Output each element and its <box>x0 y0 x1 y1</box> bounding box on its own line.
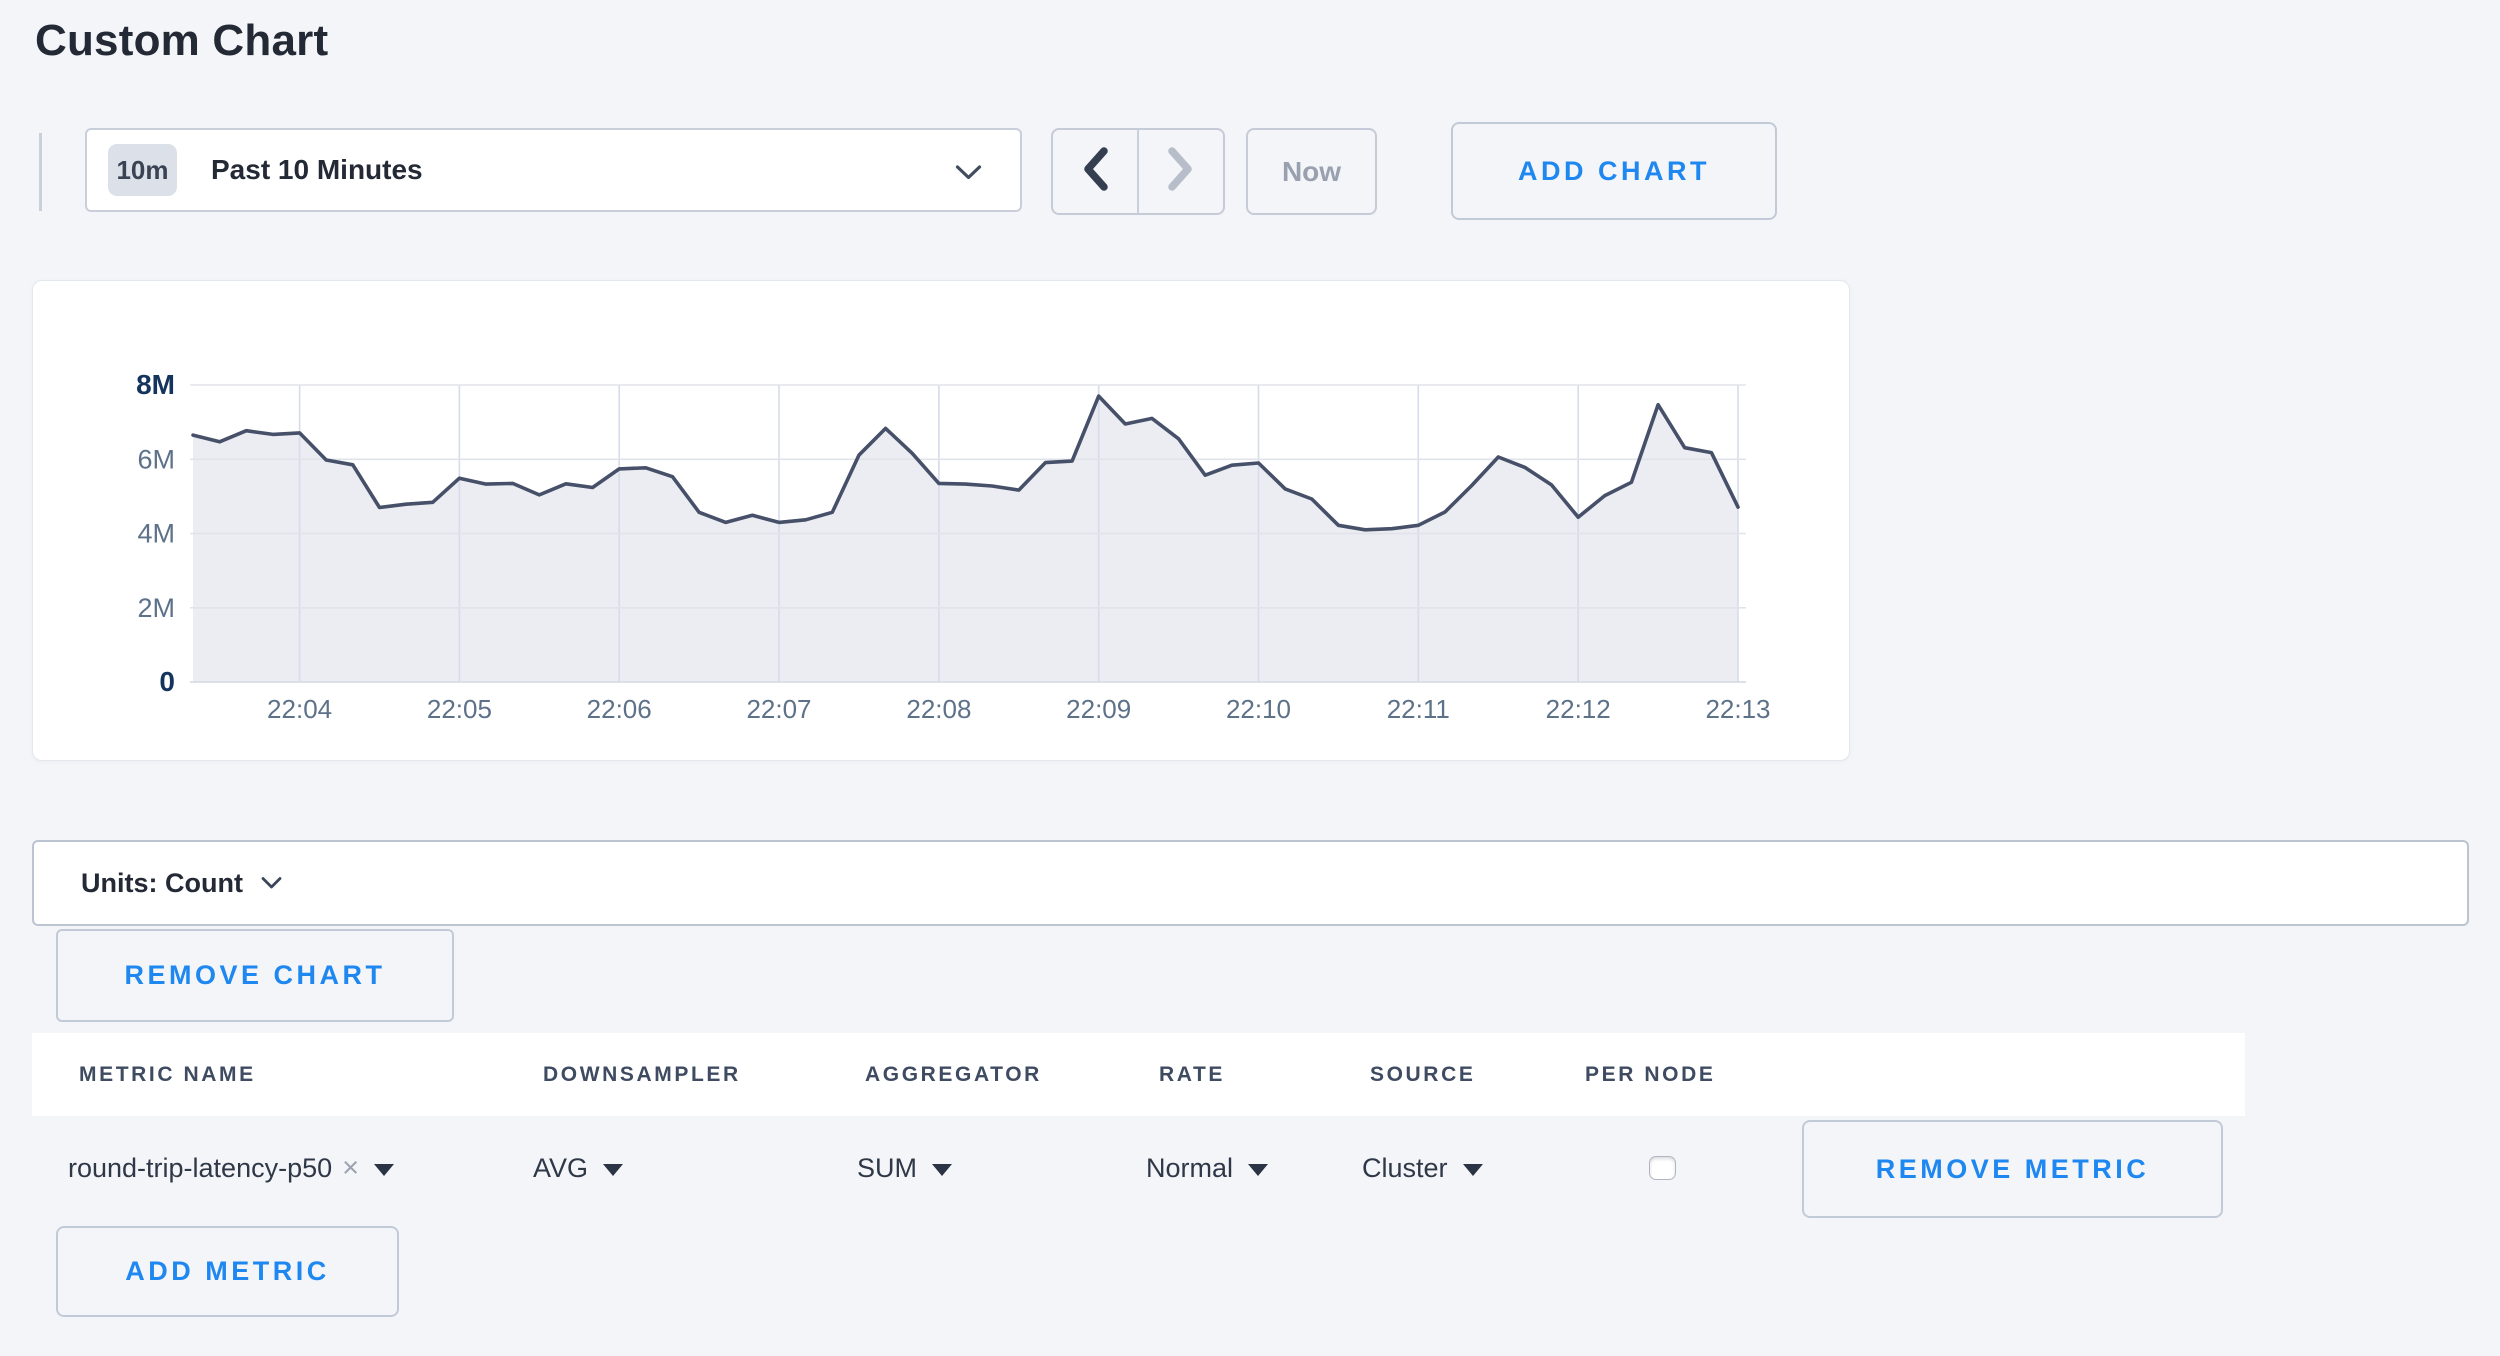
svg-text:22:13: 22:13 <box>1705 694 1770 724</box>
time-range-label: Past 10 Minutes <box>211 154 423 185</box>
column-header-per-node: PER NODE <box>1585 1062 1716 1086</box>
column-header-rate: RATE <box>1159 1062 1226 1086</box>
chevron-left-icon <box>1079 146 1111 197</box>
units-dropdown[interactable]: Units: Count <box>32 840 2469 926</box>
table-row: round-trip-latency-p50 × AVG SUM Normal … <box>32 1116 2245 1220</box>
column-header-downsampler: DOWNSAMPLER <box>543 1062 741 1086</box>
caret-down-icon <box>374 1164 395 1176</box>
caret-down-icon <box>1248 1164 1269 1176</box>
source-select[interactable]: Cluster <box>1362 1116 1483 1220</box>
svg-text:8M: 8M <box>136 369 175 400</box>
units-label: Units: Count <box>81 867 243 898</box>
time-prev-button[interactable] <box>1053 130 1139 213</box>
metric-name-value: round-trip-latency-p50 <box>68 1152 333 1183</box>
remove-chart-button[interactable]: REMOVE CHART <box>56 929 454 1022</box>
time-range-dropdown[interactable]: 10m Past 10 Minutes <box>85 128 1022 212</box>
rate-value: Normal <box>1146 1152 1234 1183</box>
custom-time-series-chart[interactable]: 0 2M 4M 6M 8M 22:04 22:05 22:06 22:07 22:08 22:09 2… <box>33 281 1849 760</box>
clear-metric-icon[interactable]: × <box>342 1151 360 1184</box>
chevron-down-icon <box>261 876 282 895</box>
caret-down-icon <box>603 1164 624 1176</box>
time-scale-badge: 10m <box>108 144 177 196</box>
svg-text:0: 0 <box>159 666 175 697</box>
aggregator-value: SUM <box>857 1152 917 1183</box>
svg-text:22:05: 22:05 <box>427 694 492 724</box>
chevron-down-icon <box>955 164 982 186</box>
svg-text:22:12: 22:12 <box>1546 694 1611 724</box>
downsampler-select[interactable]: AVG <box>533 1116 624 1220</box>
svg-text:22:10: 22:10 <box>1226 694 1291 724</box>
rate-select[interactable]: Normal <box>1146 1116 1269 1220</box>
column-header-aggregator: AGGREGATOR <box>865 1062 1042 1086</box>
svg-text:22:11: 22:11 <box>1387 694 1450 724</box>
svg-text:22:07: 22:07 <box>746 694 811 724</box>
caret-down-icon <box>932 1164 952 1176</box>
source-value: Cluster <box>1362 1152 1448 1183</box>
time-nav-group <box>1051 128 1225 215</box>
chart-card: 0 2M 4M 6M 8M 22:04 22:05 22:06 22:07 22:08 22:09 2… <box>32 280 1850 761</box>
svg-text:22:08: 22:08 <box>906 694 971 724</box>
caret-down-icon <box>1462 1164 1483 1176</box>
toolbar-divider <box>39 133 42 211</box>
metric-name-select[interactable]: round-trip-latency-p50 × <box>68 1116 395 1220</box>
chevron-right-icon <box>1165 146 1197 197</box>
now-button[interactable]: Now <box>1246 128 1377 215</box>
svg-text:4M: 4M <box>137 519 175 549</box>
column-header-source: SOURCE <box>1370 1062 1476 1086</box>
svg-text:22:06: 22:06 <box>587 694 652 724</box>
svg-text:22:09: 22:09 <box>1066 694 1131 724</box>
downsampler-value: AVG <box>533 1152 589 1183</box>
svg-text:2M: 2M <box>137 593 175 623</box>
remove-metric-button[interactable]: REMOVE METRIC <box>1802 1120 2223 1218</box>
time-next-button[interactable] <box>1139 130 1223 213</box>
add-metric-button[interactable]: ADD METRIC <box>56 1226 399 1317</box>
aggregator-select[interactable]: SUM <box>857 1116 952 1220</box>
add-chart-button[interactable]: ADD CHART <box>1451 122 1777 220</box>
page-title: Custom Chart <box>35 16 329 65</box>
column-header-metric-name: METRIC NAME <box>79 1062 256 1086</box>
per-node-checkbox[interactable] <box>1649 1156 1676 1180</box>
svg-text:22:04: 22:04 <box>267 694 332 724</box>
svg-text:6M: 6M <box>137 444 175 474</box>
metrics-table-header: METRIC NAME DOWNSAMPLER AGGREGATOR RATE … <box>32 1033 2245 1116</box>
